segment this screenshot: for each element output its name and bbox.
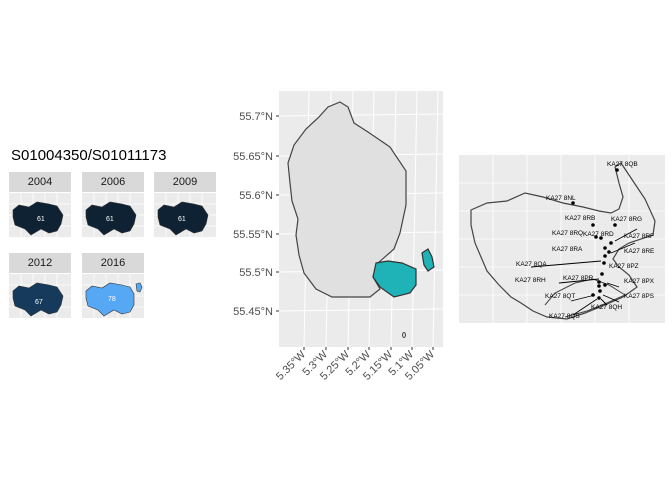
facet-strip-2016: 2016 xyxy=(82,253,144,273)
facet-strip-2006: 2006 xyxy=(82,172,144,192)
facet-strip-2012: 2012 xyxy=(9,253,71,273)
postcode-label: KA27 8RD xyxy=(583,231,614,238)
y-tick-label: 55.6°N xyxy=(239,190,273,202)
facet-region-2006 xyxy=(85,201,137,236)
label-leader-line xyxy=(614,228,638,242)
facet-map-2016: 78 xyxy=(82,274,144,318)
postcode-label: KA27 8QT xyxy=(545,293,575,300)
facet-value-2006: 61 xyxy=(106,216,114,223)
postcode-point xyxy=(600,272,604,276)
facet-region-2016 xyxy=(85,282,135,317)
main-map: 55.7°N 55.65°N 55.6°N 55.55°N 55.5°N 55.… xyxy=(233,90,444,383)
label-leader-line xyxy=(600,298,608,306)
postcode-point xyxy=(603,283,607,287)
postcode-label: KA27 8RA xyxy=(552,246,583,253)
facet-map-2009: 61 xyxy=(154,193,216,237)
label-leader-line xyxy=(606,282,620,288)
postcode-label: KA27 8RB xyxy=(565,215,595,222)
y-tick-label: 55.45°N xyxy=(233,306,273,318)
facet-region-2004 xyxy=(12,201,64,236)
postcode-label: KA27 8PZ xyxy=(609,263,639,270)
facet-region-2012 xyxy=(12,282,64,317)
postcode-point xyxy=(599,236,603,240)
label-leader-line xyxy=(570,294,596,302)
postcode-point xyxy=(607,250,611,254)
postcode-label: KA27 8RE xyxy=(624,248,655,255)
postcode-label: KA27 8PS xyxy=(624,293,655,300)
highlighted-islet xyxy=(421,248,435,272)
postcode-point xyxy=(603,246,607,250)
facet-value-2012: 67 xyxy=(35,299,43,306)
postcode-point xyxy=(594,235,598,239)
highlighted-area xyxy=(372,260,417,298)
postcode-label: KA27 8QH xyxy=(591,304,622,311)
inset-map: KA27 8QB KA27 8NL KA27 8RB KA27 8RG KA27… xyxy=(459,155,665,323)
postcode-label: KA27 8RQ xyxy=(552,230,583,237)
facet-strip-2009: 2009 xyxy=(154,172,216,192)
postcode-label: KA27 8QB xyxy=(607,161,638,168)
x-tick-label: 5.35°W xyxy=(274,348,309,383)
postcode-point xyxy=(615,168,619,172)
postcode-label: KA27 8PX xyxy=(624,278,655,285)
postcode-label: KA27 8NL xyxy=(546,195,576,202)
postcode-label: KA27 8RH xyxy=(515,277,546,284)
facet-map-2012: 67 xyxy=(9,274,71,318)
y-tick-label: 55.65°N xyxy=(233,151,273,163)
postcode-point xyxy=(613,223,617,227)
postcode-label: KA27 8QS xyxy=(549,313,580,320)
postcode-label: KA27 8PR xyxy=(563,275,594,282)
postcode-point xyxy=(603,254,607,258)
postcode-point xyxy=(597,284,601,288)
postcode-label: KA27 8RF xyxy=(624,233,654,240)
postcode-point xyxy=(597,280,601,284)
facet-islet-2016 xyxy=(135,282,143,293)
label-leader-line xyxy=(572,298,598,316)
map-title: S01004350/S01011173 xyxy=(11,147,167,164)
inset-inner-line xyxy=(544,278,627,318)
facet-value-2004: 61 xyxy=(37,216,45,223)
y-tick-label: 55.55°N xyxy=(233,229,273,241)
postcode-point xyxy=(591,223,595,227)
postcode-label: KA27 8QA xyxy=(516,261,547,268)
facet-region-2009 xyxy=(157,201,209,236)
y-tick-label: 55.7°N xyxy=(239,111,273,123)
label-leader-line xyxy=(602,294,620,303)
facet-map-2004: 61 xyxy=(9,193,71,237)
island-outline xyxy=(287,101,407,298)
postcode-point xyxy=(609,241,613,245)
label-leader-line xyxy=(558,278,600,284)
small-islet xyxy=(402,332,406,338)
label-leader-line xyxy=(610,242,636,254)
label-leader-line xyxy=(530,260,602,268)
facet-value-2009: 61 xyxy=(178,216,186,223)
postcode-point xyxy=(571,201,575,205)
facet-value-2016: 78 xyxy=(108,296,116,303)
y-tick-label: 55.5°N xyxy=(239,267,273,279)
facet-map-2006: 61 xyxy=(82,193,144,237)
postcode-point xyxy=(597,296,601,300)
postcode-point xyxy=(598,289,602,293)
inset-area-outline xyxy=(470,162,656,320)
postcode-label: KA27 8RG xyxy=(611,216,642,223)
facet-strip-2004: 2004 xyxy=(9,172,71,192)
postcode-point xyxy=(602,261,606,265)
